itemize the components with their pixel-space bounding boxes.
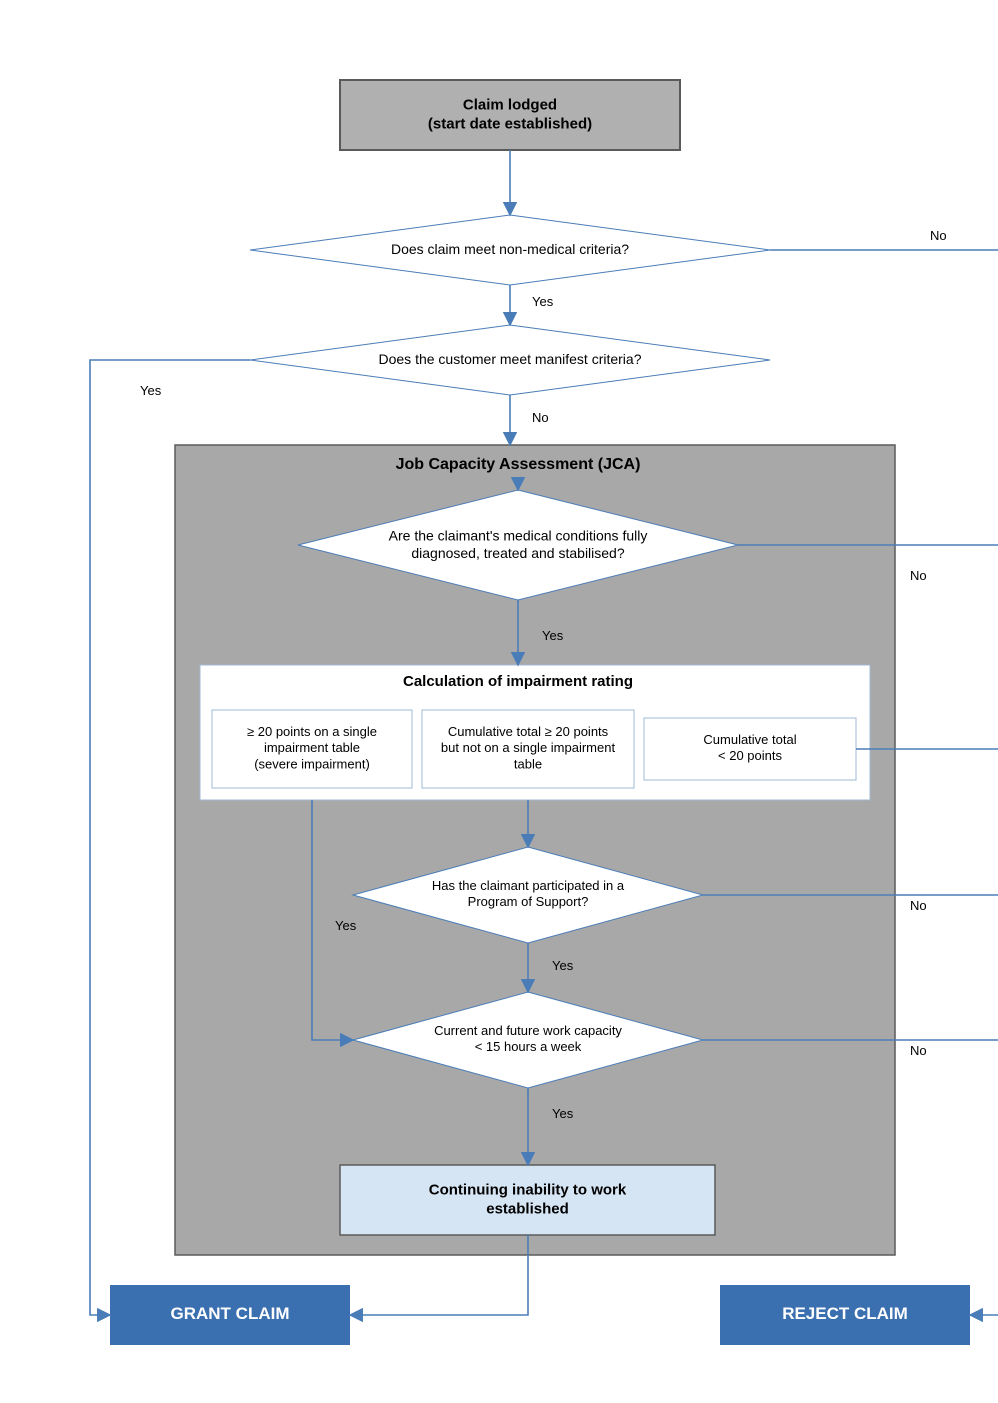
calc_title-label: Calculation of impairment rating: [403, 673, 633, 690]
edge-label-11: Yes: [552, 958, 574, 973]
reject-label: REJECT CLAIM: [782, 1304, 908, 1323]
d2-label: Does the customer meet manifest criteria…: [379, 351, 642, 367]
edge-label-3: No: [532, 410, 549, 425]
edge-label-13: Yes: [552, 1106, 574, 1121]
edge-label-14: No: [910, 1043, 927, 1058]
d1-label: Does claim meet non-medical criteria?: [391, 241, 629, 257]
opt1-label: ≥ 20 points on a singleimpairment table(…: [247, 724, 377, 772]
edge-label-12: No: [910, 898, 927, 913]
d3-label: Are the claimant's medical conditions fu…: [389, 527, 648, 561]
jca_title-label: Job Capacity Assessment (JCA): [396, 456, 641, 473]
edge-label-7: No: [910, 568, 927, 583]
edge-label-4: Yes: [140, 383, 162, 398]
edge-label-2: No: [930, 228, 947, 243]
edge-label-6: Yes: [542, 628, 564, 643]
flowchart: Job Capacity Assessment (JCA) Calculation…: [40, 40, 958, 1363]
edge-label-1: Yes: [532, 294, 554, 309]
grant-label: GRANT CLAIM: [171, 1304, 290, 1323]
edge-label-10: Yes: [335, 918, 357, 933]
